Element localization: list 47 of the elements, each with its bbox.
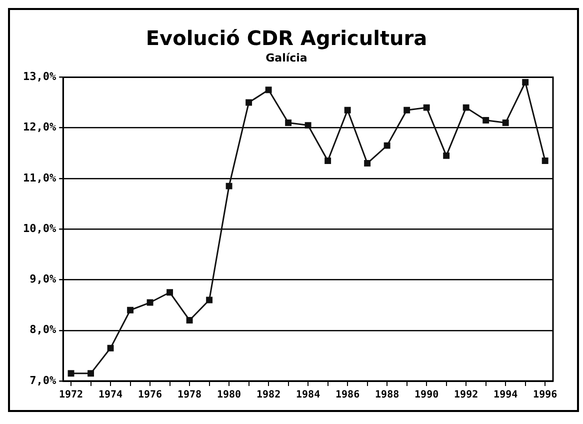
point bbox=[324, 158, 332, 164]
point bbox=[522, 79, 529, 86]
x-tick-label: 1982 bbox=[256, 390, 281, 401]
point bbox=[423, 104, 430, 111]
x-tick-label: 1992 bbox=[454, 390, 478, 401]
x-tick-label: 1976 bbox=[138, 390, 162, 401]
x-tick-label: 1986 bbox=[336, 390, 360, 401]
chart-subtitle: Galícia bbox=[266, 51, 308, 64]
x-tick-label: 1990 bbox=[414, 390, 439, 401]
point bbox=[344, 106, 351, 114]
x-tick-label: 1974 bbox=[98, 390, 123, 401]
y-tick-label: 7,0% bbox=[30, 374, 56, 387]
y-tick-label: 9,0% bbox=[30, 272, 56, 286]
point bbox=[88, 370, 94, 377]
point bbox=[482, 117, 490, 124]
x-tick-label: 1988 bbox=[375, 390, 400, 401]
point bbox=[107, 344, 114, 352]
point bbox=[68, 370, 74, 377]
x-tick-label: 1972 bbox=[58, 390, 84, 401]
point bbox=[384, 142, 390, 149]
point bbox=[285, 120, 292, 126]
point bbox=[166, 289, 174, 296]
point bbox=[127, 306, 134, 314]
y-tick-label: 10,0% bbox=[22, 222, 56, 235]
x-tick-label: 1996 bbox=[533, 390, 558, 401]
point bbox=[226, 182, 232, 190]
point bbox=[206, 296, 213, 304]
point bbox=[443, 152, 450, 159]
x-tick-label: 1978 bbox=[177, 390, 202, 401]
point bbox=[404, 106, 410, 114]
point bbox=[186, 317, 193, 324]
point bbox=[304, 122, 312, 129]
chart-title: Evolució CDR Agricultura bbox=[146, 26, 428, 50]
y-tick-label: 13,0% bbox=[22, 70, 56, 84]
point bbox=[364, 160, 371, 166]
x-tick-label: 1980 bbox=[216, 390, 242, 401]
y-tick-label: 11,0% bbox=[22, 171, 56, 184]
x-tick-label: 1994 bbox=[494, 390, 518, 401]
point bbox=[542, 158, 548, 164]
point bbox=[462, 104, 470, 111]
point bbox=[146, 299, 154, 306]
y-tick-label: 12,0% bbox=[22, 120, 56, 134]
point bbox=[246, 99, 252, 106]
y-tick-label: 8,0% bbox=[30, 323, 56, 336]
point bbox=[502, 120, 509, 126]
x-tick-label: 1984 bbox=[296, 390, 320, 401]
point bbox=[265, 86, 272, 94]
